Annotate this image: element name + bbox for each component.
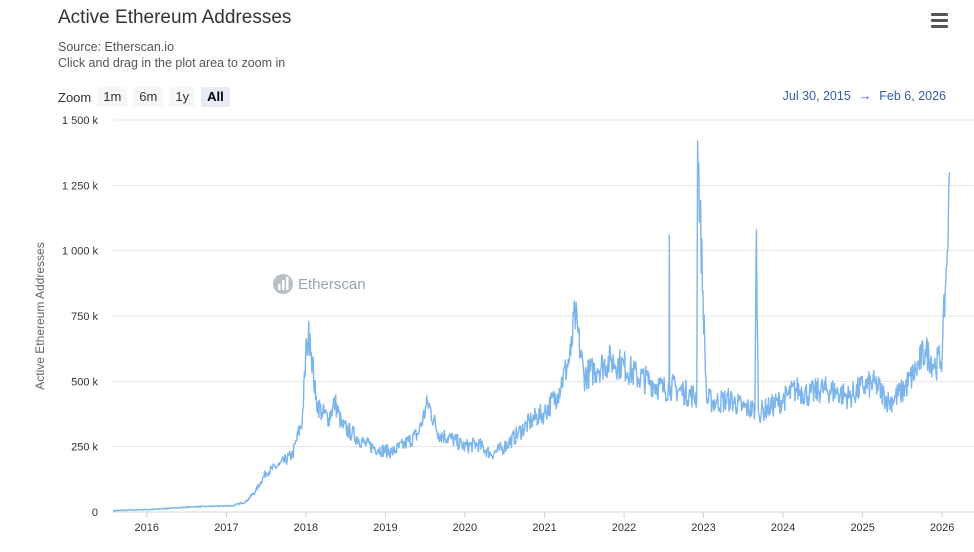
y-axis-title: Active Ethereum Addresses <box>33 242 47 389</box>
range-to[interactable]: Feb 6, 2026 <box>879 89 946 103</box>
watermark-text: Etherscan <box>298 276 366 293</box>
x-tick-label: 2019 <box>373 522 397 534</box>
y-tick-label: 1 250 k <box>62 180 99 192</box>
range-arrow: → <box>858 89 872 103</box>
range-from[interactable]: Jul 30, 2015 <box>782 89 851 103</box>
chart-subtitle: Source: Etherscan.io Click and drag in t… <box>58 39 285 71</box>
date-range-display: Jul 30, 2015 → Feb 6, 2026 <box>783 89 946 103</box>
grid-lines <box>113 119 974 513</box>
x-tick-label: 2024 <box>771 522 795 534</box>
y-tick-label: 1 000 k <box>62 246 99 258</box>
hamburger-menu-icon[interactable] <box>931 13 948 28</box>
series-line-active-addresses[interactable] <box>112 140 951 512</box>
y-axis: 0 250 k 500 k 750 k 1 000 k 1 250 k 1 500 k <box>62 115 99 519</box>
y-tick-label: 500 k <box>71 376 98 388</box>
y-tick-label: 0 <box>92 507 98 519</box>
zoom-6m-button[interactable]: 6m <box>133 87 164 107</box>
chart-title: Active Ethereum Addresses <box>58 7 292 28</box>
x-tick-label: 2023 <box>691 522 715 534</box>
x-tick-label: 2018 <box>294 522 318 534</box>
x-tick-label: 2016 <box>135 522 159 534</box>
series-group <box>112 140 951 512</box>
zoom-label: Zoom <box>58 89 92 105</box>
x-axis: 2016 2017 2018 2019 2020 2021 2022 2023 2024 2025… <box>135 512 954 534</box>
zoom-selector: Zoom 1m 6m 1y All <box>58 87 236 107</box>
x-tick-label: 2021 <box>532 522 556 534</box>
zoom-hint-text: Click and drag in the plot area to zoom … <box>58 56 286 70</box>
zoom-1m-button[interactable]: 1m <box>97 87 128 107</box>
zoom-1y-button[interactable]: 1y <box>169 87 196 107</box>
x-tick-label: 2020 <box>453 522 477 534</box>
x-tick-label: 2017 <box>214 522 238 534</box>
zoom-all-button[interactable]: All <box>201 87 230 107</box>
x-tick-label: 2025 <box>850 522 874 534</box>
x-tick-label: 2026 <box>930 522 954 534</box>
y-tick-label: 750 k <box>71 311 98 323</box>
y-tick-label: 1 500 k <box>62 115 99 127</box>
etherscan-watermark: Etherscan <box>273 274 366 294</box>
x-tick-label: 2022 <box>612 522 636 534</box>
y-tick-label: 250 k <box>71 442 98 454</box>
etherscan-logo-icon <box>273 274 293 294</box>
source-text: Source: Etherscan.io <box>58 40 175 54</box>
